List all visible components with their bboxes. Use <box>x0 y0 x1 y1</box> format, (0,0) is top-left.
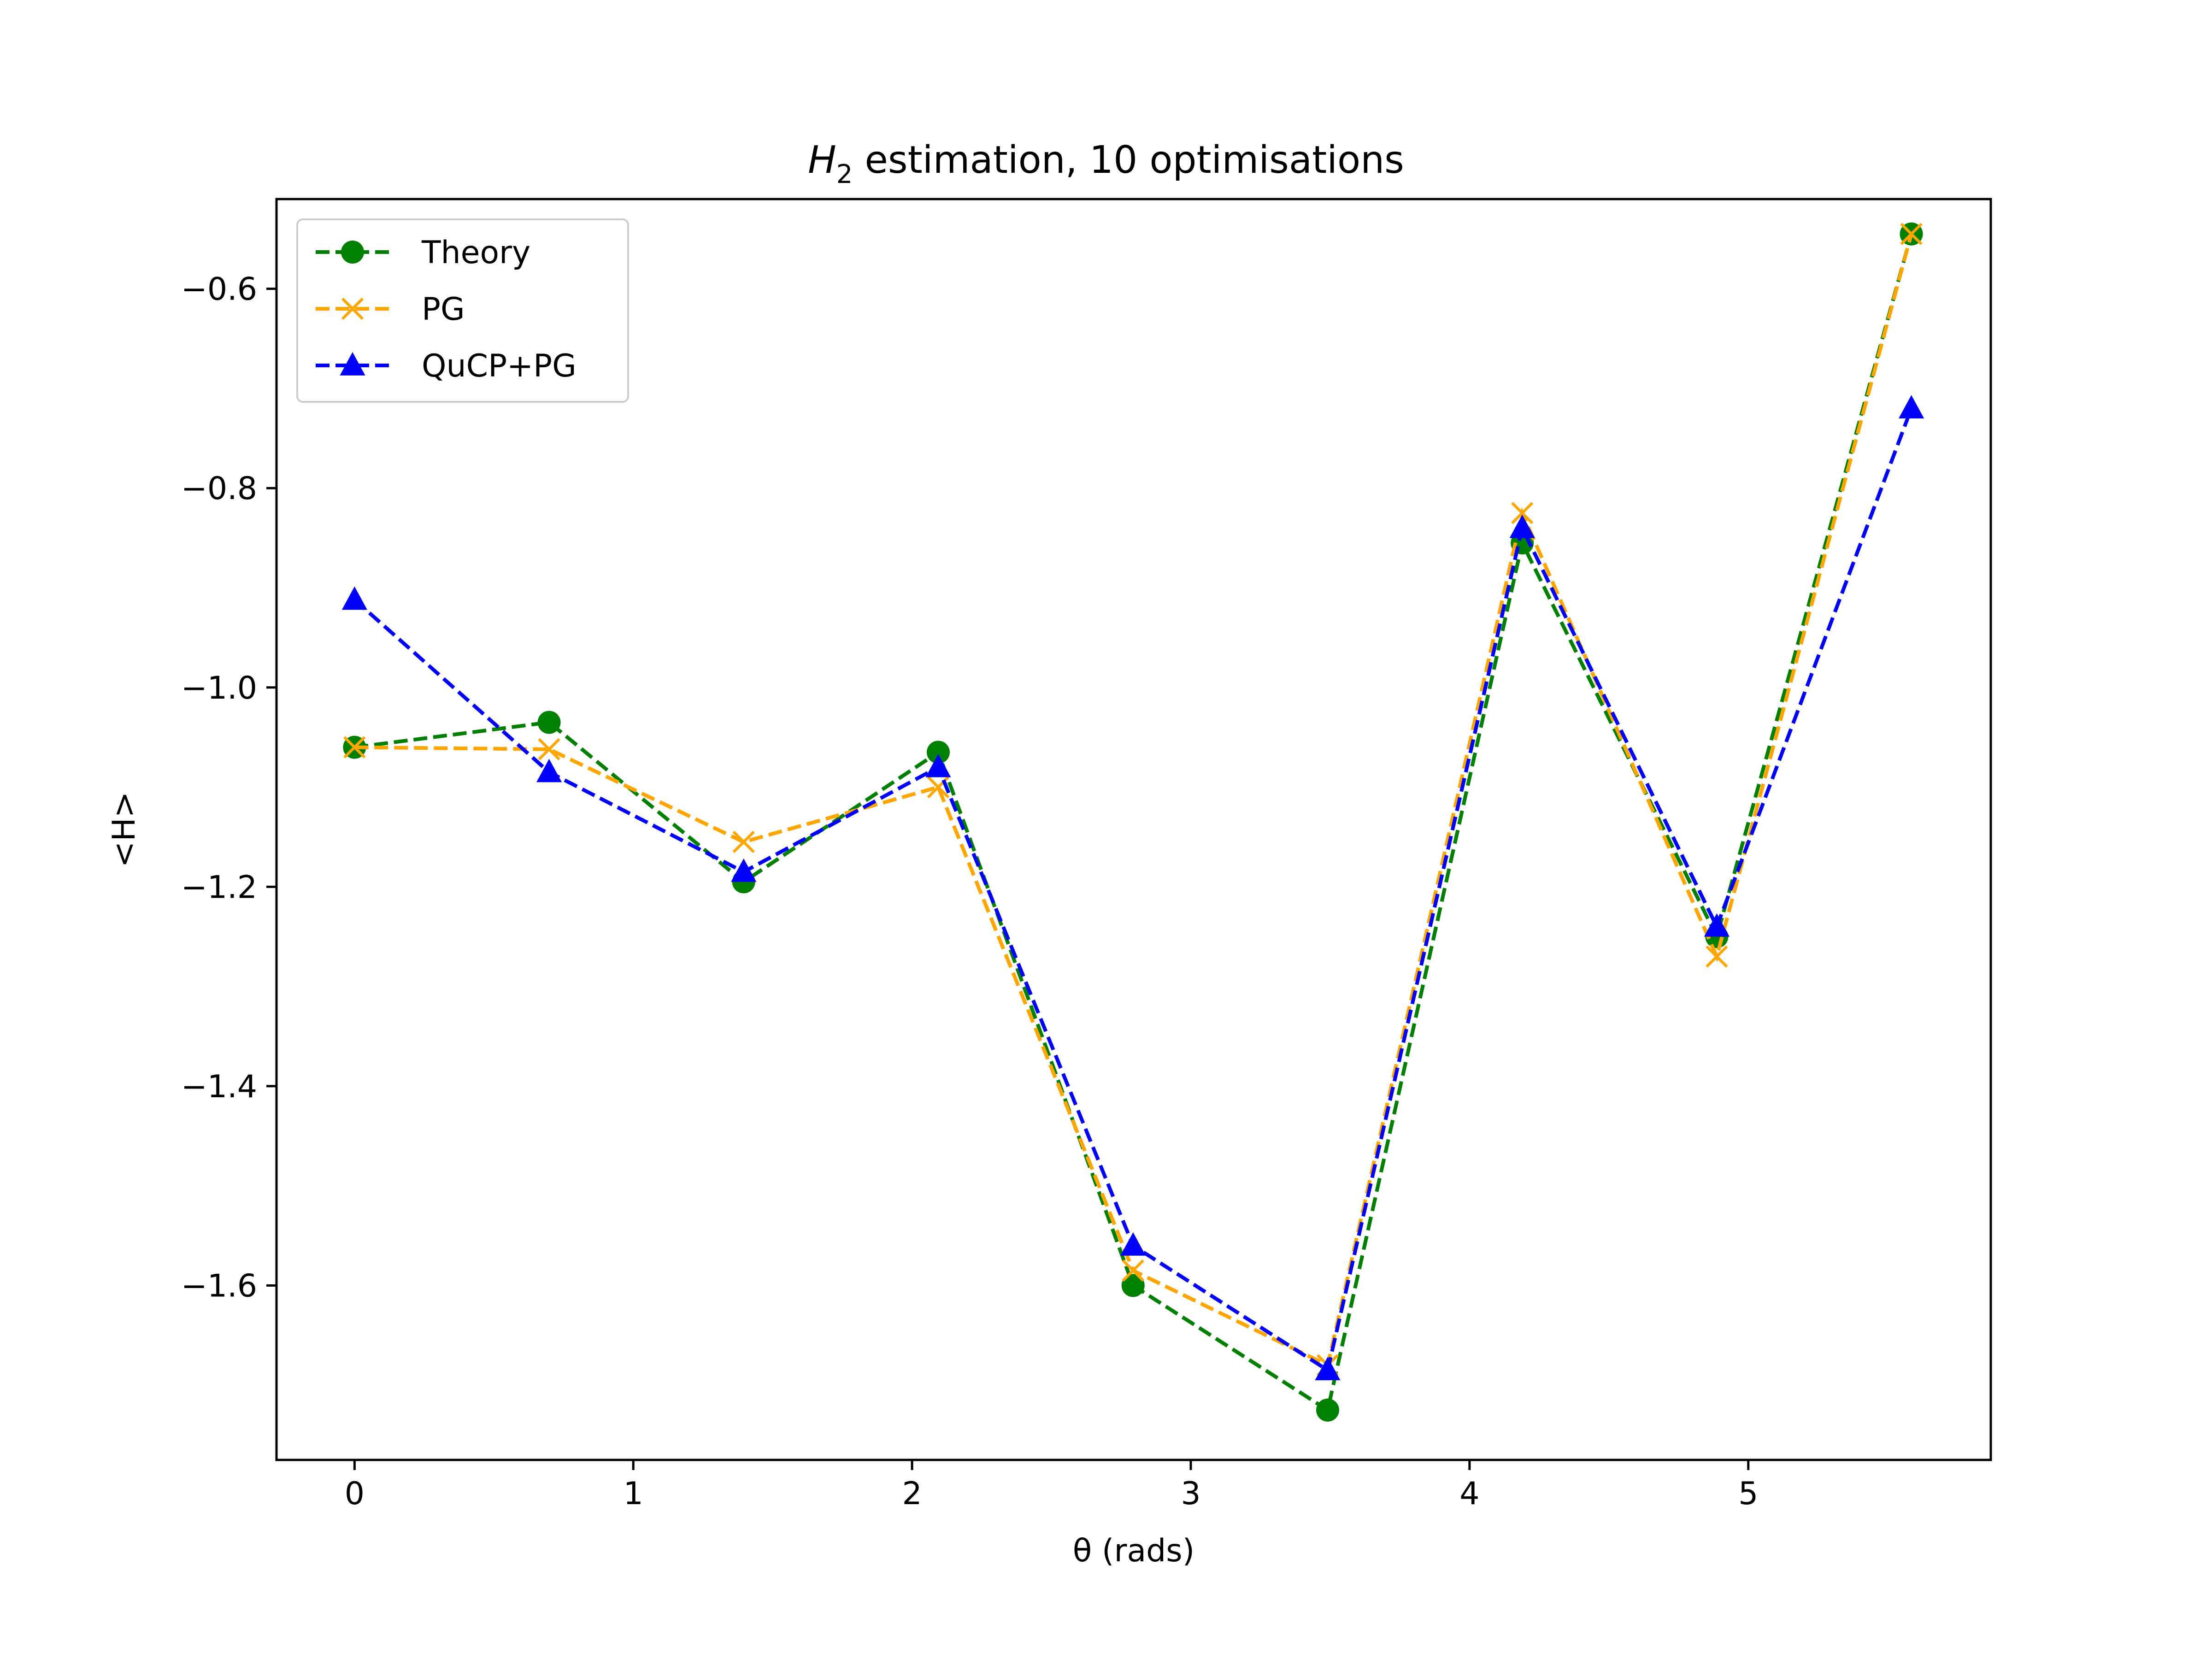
y-tick-label--0.8: −0.8 <box>181 471 257 507</box>
x-tick-label-4: 4 <box>1459 1476 1479 1512</box>
y-tick-label--1.4: −1.4 <box>181 1069 257 1105</box>
legend-label-pg: PG <box>422 291 465 328</box>
legend-entry-theory: Theory <box>316 235 530 271</box>
legend: Theory PG QuCP+PG <box>296 218 629 403</box>
point-theory-3 <box>926 741 950 764</box>
point-pg-8 <box>1900 223 1923 245</box>
point-qucp-pg-8 <box>1899 395 1924 418</box>
y-tick-label--1: −1.0 <box>181 670 257 706</box>
legend-label-theory: Theory <box>421 235 530 271</box>
legend-entry-pg: PG <box>316 291 465 328</box>
plot-area <box>341 222 1924 1422</box>
point-pg-7 <box>1706 945 1728 968</box>
point-theory-5 <box>1316 1398 1339 1422</box>
y-tick-label--1.2: −1.2 <box>181 869 257 906</box>
legend-marker-theory <box>341 241 364 264</box>
point-qucp-pg-6 <box>1509 514 1535 538</box>
x-axis: 0 1 2 3 4 5 <box>345 1460 1758 1512</box>
y-tick-label--0.6: −0.6 <box>181 271 257 308</box>
legend-marker-pg <box>341 297 364 320</box>
x-tick-label-2: 2 <box>902 1476 922 1512</box>
legend-label-qucp-pg: QuCP+PG <box>422 348 577 384</box>
y-axis-label: <H> <box>106 791 142 867</box>
x-tick-label-3: 3 <box>1181 1476 1200 1512</box>
x-tick-label-1: 1 <box>624 1476 643 1512</box>
y-axis: −0.6 −0.8 −1.0 −1.2 −1.4 −1.6 <box>181 271 276 1305</box>
x-tick-label-0: 0 <box>345 1476 365 1512</box>
series-qucp-pg <box>341 395 1924 1381</box>
legend-box <box>296 218 629 403</box>
point-qucp-pg-2 <box>731 858 757 882</box>
point-qucp-pg-1 <box>536 759 562 782</box>
point-pg-2 <box>732 830 755 853</box>
axes-frame <box>275 198 1992 1461</box>
point-qucp-pg-3 <box>925 753 951 777</box>
point-pg-6 <box>1511 502 1534 524</box>
chart-title: H2 estimation, 10 optimisations <box>808 138 1404 189</box>
point-pg-0 <box>343 736 366 759</box>
point-theory-1 <box>537 711 561 734</box>
x-axis-label: θ (rads) <box>1073 1533 1195 1569</box>
legend-marker-qucp-pg <box>340 352 365 376</box>
point-pg-1 <box>538 738 560 761</box>
point-qucp-pg-5 <box>1315 1357 1341 1381</box>
x-tick-label-5: 5 <box>1738 1476 1758 1512</box>
point-theory-4 <box>1121 1274 1145 1297</box>
point-qucp-pg-0 <box>341 586 367 610</box>
legend-entry-qucp-pg: QuCP+PG <box>316 348 577 384</box>
point-qucp-pg-7 <box>1704 913 1730 937</box>
y-tick-label--1.6: −1.6 <box>181 1268 257 1305</box>
point-pg-4 <box>1122 1259 1144 1282</box>
point-qucp-pg-4 <box>1120 1232 1146 1256</box>
